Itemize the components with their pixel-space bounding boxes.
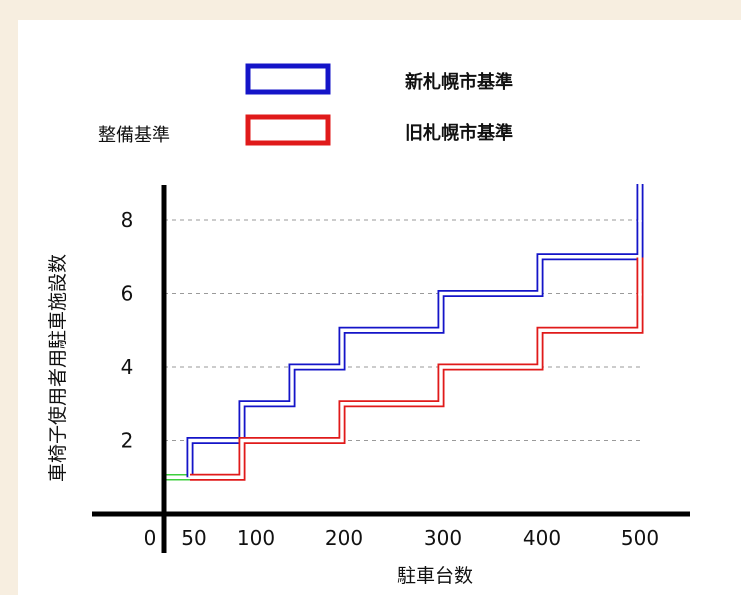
legend-label-old: 旧札幌市基準: [405, 122, 513, 144]
y-tick-label-2: 2: [121, 429, 134, 453]
series-line-inner: [190, 293, 642, 479]
legend-swatch-old: [245, 114, 331, 146]
x-tick-label-300: 300: [424, 526, 462, 550]
legend-label-new: 新札幌市基準: [405, 71, 513, 93]
y-tick-label-4: 4: [121, 355, 134, 379]
y-tick-label-6: 6: [121, 282, 134, 306]
legend-swatch-new: [245, 63, 331, 95]
x-tick-label-400: 400: [523, 526, 561, 550]
series-line-outer: [190, 293, 644, 481]
x-tick-label-100: 100: [237, 526, 275, 550]
connector-line: [165, 473, 190, 481]
series-line-inner: [188, 220, 642, 478]
chart-panel: [18, 20, 741, 595]
series-new: [186, 184, 644, 478]
x-tick-label-50: 50: [181, 526, 206, 550]
x-axis-label: 駐車台数: [397, 565, 473, 587]
y-axis-label: 車椅子使用者用駐車施設数: [47, 254, 69, 482]
side-label: 整備基準: [98, 125, 170, 146]
x-tick-label-0: 0: [144, 526, 157, 550]
x-tick-label-500: 500: [621, 526, 659, 550]
x-tick-label-200: 200: [325, 526, 363, 550]
y-tick-label-8: 8: [121, 208, 134, 232]
series-old: [190, 257, 644, 481]
